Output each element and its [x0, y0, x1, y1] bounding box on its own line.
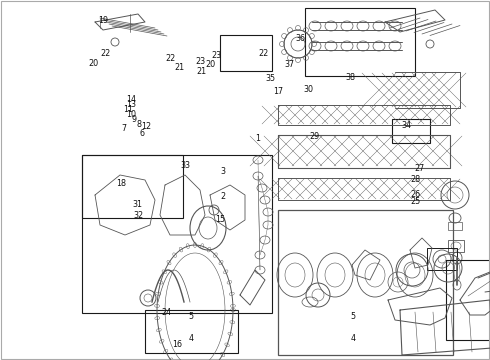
Text: 38: 38 [345, 73, 355, 82]
Text: 20: 20 [88, 58, 98, 68]
Text: 23: 23 [212, 51, 222, 60]
Text: 33: 33 [180, 161, 190, 170]
Text: 28: 28 [411, 175, 421, 184]
Text: 21: 21 [174, 63, 184, 72]
Text: 8: 8 [136, 120, 141, 129]
Text: 2: 2 [220, 192, 225, 201]
Text: 25: 25 [411, 197, 421, 206]
Bar [446, 260, 490, 340]
Text: 4: 4 [350, 334, 355, 343]
Text: 19: 19 [98, 16, 108, 25]
Bar [448, 222, 462, 230]
Text: 17: 17 [273, 87, 284, 96]
Text: 22: 22 [100, 49, 111, 58]
Text: 18: 18 [117, 179, 126, 188]
Text: 26: 26 [411, 190, 421, 199]
Text: 11: 11 [123, 105, 133, 114]
Bar [220, 35, 272, 71]
Text: 21: 21 [196, 68, 206, 77]
Text: 29: 29 [310, 132, 320, 140]
Bar [82, 155, 183, 218]
Text: 1: 1 [255, 134, 260, 143]
Text: 20: 20 [206, 59, 216, 68]
Text: 16: 16 [172, 341, 182, 349]
Text: 27: 27 [414, 164, 424, 173]
Text: 34: 34 [402, 122, 412, 130]
Text: 4: 4 [189, 334, 194, 343]
Text: 23: 23 [195, 57, 205, 66]
Text: 31: 31 [132, 200, 142, 209]
Text: 10: 10 [126, 110, 136, 119]
Text: 22: 22 [258, 49, 269, 58]
Text: 5: 5 [350, 311, 355, 320]
Text: 30: 30 [304, 85, 314, 94]
Text: 24: 24 [162, 308, 172, 317]
Bar [82, 155, 272, 313]
Bar [448, 240, 464, 252]
Text: 14: 14 [126, 95, 136, 104]
Text: 9: 9 [131, 115, 136, 124]
Text: 36: 36 [295, 34, 305, 43]
Bar [392, 119, 430, 143]
Text: 5: 5 [189, 311, 194, 320]
Text: 6: 6 [140, 129, 145, 138]
Bar [278, 210, 453, 355]
Text: 35: 35 [266, 74, 276, 83]
Bar [305, 8, 415, 76]
Text: 22: 22 [166, 54, 176, 63]
Text: 3: 3 [220, 166, 225, 175]
Text: 37: 37 [284, 59, 294, 68]
Text: 7: 7 [122, 124, 126, 133]
Text: 15: 15 [215, 215, 225, 224]
Text: 13: 13 [126, 100, 136, 109]
Text: 12: 12 [141, 122, 151, 131]
Bar [427, 248, 457, 270]
Text: 32: 32 [133, 211, 144, 220]
Bar [145, 310, 238, 353]
